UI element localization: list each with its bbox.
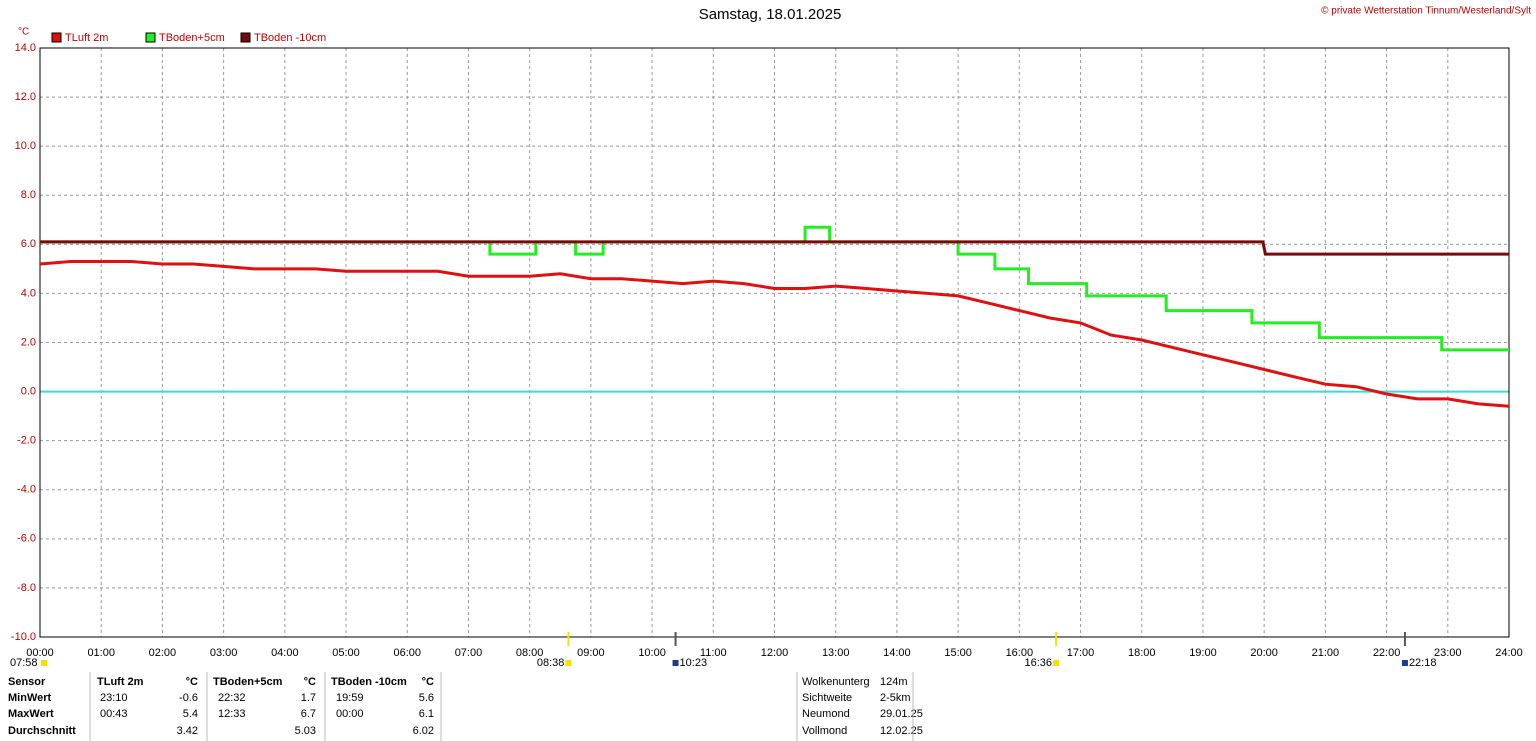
marker-time: 10:23 — [680, 657, 708, 669]
marker-time: 08:38 — [537, 657, 565, 669]
marker-icon — [1401, 660, 1408, 666]
cell-time: 19:59 — [336, 692, 364, 704]
marker-icon — [1053, 660, 1060, 666]
marker-icon — [672, 660, 679, 666]
plot-border — [39, 47, 1510, 638]
cell-value: 6.1 — [419, 708, 434, 720]
x-tick-label: 23:00 — [1434, 647, 1462, 659]
info-value: 12.02.25 — [880, 725, 923, 737]
table-header: Sensor — [8, 676, 46, 688]
cell-value: 5.03 — [295, 725, 316, 737]
x-tick-label: 13:00 — [822, 647, 850, 659]
x-tick-label: 09:00 — [577, 647, 605, 659]
marker-icon — [41, 660, 47, 666]
x-tick-label: 14:00 — [883, 647, 911, 659]
row-label: MinWert — [8, 692, 52, 704]
cell-time: 12:33 — [218, 708, 246, 720]
x-tick-label: 15:00 — [944, 647, 972, 659]
legend-swatch — [145, 32, 156, 43]
x-tick-label: 17:00 — [1067, 647, 1095, 659]
y-tick-label: -10.0 — [11, 631, 36, 643]
cell-value: -0.6 — [179, 692, 198, 704]
table-header: °C — [422, 676, 434, 688]
info-label: Wolkenunterg — [802, 676, 870, 688]
cell-value: 6.7 — [301, 708, 316, 720]
y-tick-label: -4.0 — [17, 484, 36, 496]
x-tick-label: 07:00 — [455, 647, 483, 659]
y-tick-label: -2.0 — [17, 435, 36, 447]
y-tick-label: 6.0 — [21, 238, 36, 250]
x-tick-label: 20:00 — [1250, 647, 1278, 659]
x-tick-label: 12:00 — [761, 647, 789, 659]
chart-title: Samstag, 18.01.2025 — [699, 6, 842, 23]
y-tick-label: -6.0 — [17, 533, 36, 545]
x-tick-label: 22:00 — [1373, 647, 1401, 659]
marker-time: 07:58 — [10, 657, 38, 669]
y-tick-label: 14.0 — [15, 42, 36, 54]
x-tick-label: 10:00 — [638, 647, 666, 659]
legend-swatch — [240, 32, 251, 43]
info-value: 29.01.25 — [880, 708, 923, 720]
marker-time: 22:18 — [1409, 657, 1437, 669]
cell-value: 1.7 — [301, 692, 316, 704]
cell-time: 22:32 — [218, 692, 246, 704]
x-tick-label: 06:00 — [393, 647, 421, 659]
x-tick-label: 05:00 — [332, 647, 360, 659]
marker-time: 16:36 — [1025, 657, 1053, 669]
legend-label: TBoden -10cm — [254, 32, 326, 44]
cell-value: 6.02 — [413, 725, 434, 737]
series-line — [40, 240, 1509, 256]
table-header: °C — [186, 676, 198, 688]
y-tick-label: 8.0 — [21, 189, 36, 201]
series-line — [39, 260, 1510, 408]
x-tick-label: 11:00 — [700, 647, 727, 659]
x-tick-label: 00:00 — [26, 647, 54, 659]
info-value: 124m — [880, 676, 908, 688]
legend-label: TBoden+5cm — [159, 32, 225, 44]
credit: © private Wetterstation Tinnum/Westerlan… — [1321, 6, 1531, 17]
table-header: °C — [304, 676, 316, 688]
x-tick-label: 19:00 — [1189, 647, 1217, 659]
cell-value: 3.42 — [177, 725, 198, 737]
y-tick-label: 12.0 — [15, 91, 36, 103]
y-tick-label: 4.0 — [21, 287, 36, 299]
x-tick-label: 21:00 — [1312, 647, 1340, 659]
y-axis-unit: °C — [18, 27, 29, 38]
x-tick-label: 18:00 — [1128, 647, 1156, 659]
x-tick-label: 02:00 — [149, 647, 177, 659]
cell-time: 23:10 — [100, 692, 128, 704]
row-label: Durchschnitt — [8, 725, 76, 737]
x-tick-label: 24:00 — [1495, 647, 1523, 659]
x-tick-label: 04:00 — [271, 647, 299, 659]
legend-swatch — [51, 32, 62, 43]
x-tick-label: 08:00 — [516, 647, 544, 659]
legend-label: TLuft 2m — [65, 32, 108, 44]
cell-value: 5.4 — [183, 708, 198, 720]
info-value: 2-5km — [880, 692, 911, 704]
y-tick-label: 10.0 — [15, 140, 36, 152]
cell-time: 00:00 — [336, 708, 364, 720]
marker-icon — [565, 660, 572, 666]
x-tick-label: 16:00 — [1006, 647, 1034, 659]
table-header: TBoden+5cm — [213, 676, 283, 688]
x-tick-label: 03:00 — [210, 647, 238, 659]
cell-value: 5.6 — [419, 692, 434, 704]
y-tick-label: -8.0 — [17, 582, 36, 594]
info-label: Neumond — [802, 708, 850, 720]
table-header: TLuft 2m — [97, 676, 144, 688]
y-tick-label: 0.0 — [21, 385, 36, 397]
cell-time: 00:43 — [100, 708, 128, 720]
info-label: Sichtweite — [802, 692, 852, 704]
info-label: Vollmond — [802, 725, 847, 737]
x-tick-label: 01:00 — [87, 647, 115, 659]
table-header: TBoden -10cm — [331, 676, 407, 688]
y-tick-label: 2.0 — [21, 336, 36, 348]
row-label: MaxWert — [8, 708, 54, 720]
